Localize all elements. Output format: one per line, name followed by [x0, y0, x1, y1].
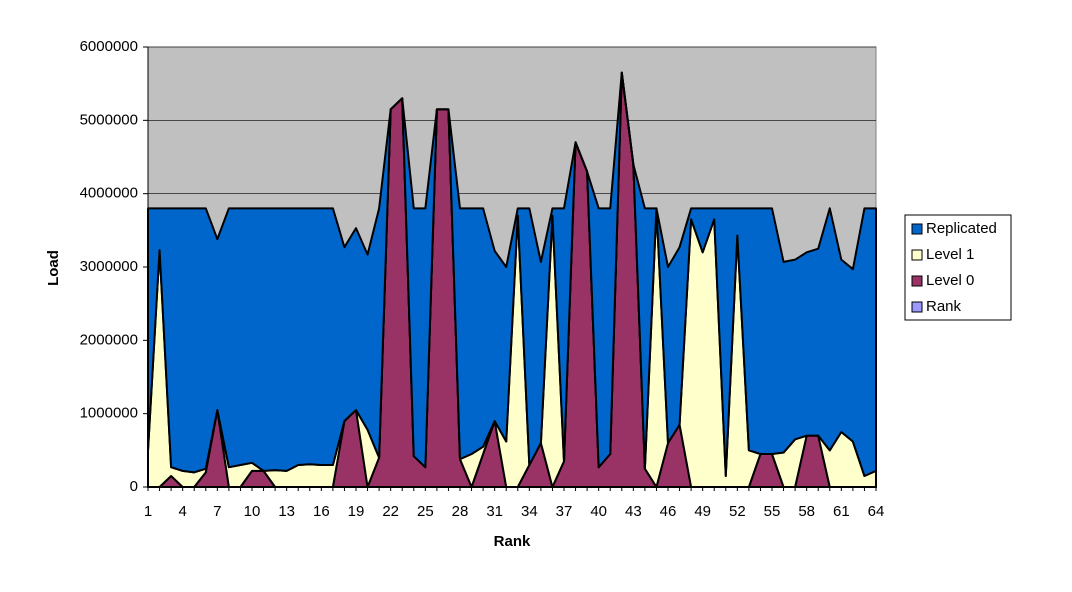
- x-tick-label: 46: [660, 503, 677, 520]
- y-tick-label: 1000000: [80, 405, 138, 422]
- x-axis-label: Rank: [494, 533, 531, 550]
- x-tick-label: 40: [590, 503, 607, 520]
- x-tick-label: 55: [764, 503, 781, 520]
- legend-label: Rank: [926, 298, 962, 315]
- legend-swatch: [911, 301, 923, 313]
- x-tick-label: 34: [521, 503, 538, 520]
- x-tick-label: 10: [244, 503, 261, 520]
- x-tick-label: 61: [833, 503, 850, 520]
- x-tick-label: 25: [417, 503, 434, 520]
- y-tick-label: 0: [130, 478, 138, 495]
- x-tick-label: 43: [625, 503, 642, 520]
- legend: [904, 214, 1012, 321]
- legend-label: Level 0: [926, 272, 974, 289]
- x-tick-label: 37: [556, 503, 573, 520]
- y-tick-label: 5000000: [80, 111, 138, 128]
- legend-label: Level 1: [926, 246, 974, 263]
- y-tick-label: 2000000: [80, 331, 138, 348]
- x-tick-label: 52: [729, 503, 746, 520]
- x-tick-label: 28: [452, 503, 469, 520]
- x-tick-label: 22: [382, 503, 399, 520]
- legend-swatch: [911, 275, 923, 287]
- x-tick-label: 4: [178, 503, 186, 520]
- x-tick-label: 64: [868, 503, 885, 520]
- x-tick-label: 58: [798, 503, 815, 520]
- x-tick-label: 7: [213, 503, 221, 520]
- x-tick-label: 49: [694, 503, 711, 520]
- x-tick-label: 16: [313, 503, 330, 520]
- x-tick-label: 19: [348, 503, 365, 520]
- legend-swatch: [911, 223, 923, 235]
- x-tick-label: 1: [144, 503, 152, 520]
- x-tick-label: 31: [486, 503, 503, 520]
- y-axis-label: Load: [45, 250, 62, 286]
- y-tick-label: 4000000: [80, 185, 138, 202]
- y-tick-label: 3000000: [80, 258, 138, 275]
- legend-swatch: [911, 249, 923, 261]
- legend-label: Replicated: [926, 220, 997, 237]
- x-tick-label: 13: [278, 503, 295, 520]
- y-tick-label: 6000000: [80, 38, 138, 55]
- area: [147, 71, 877, 477]
